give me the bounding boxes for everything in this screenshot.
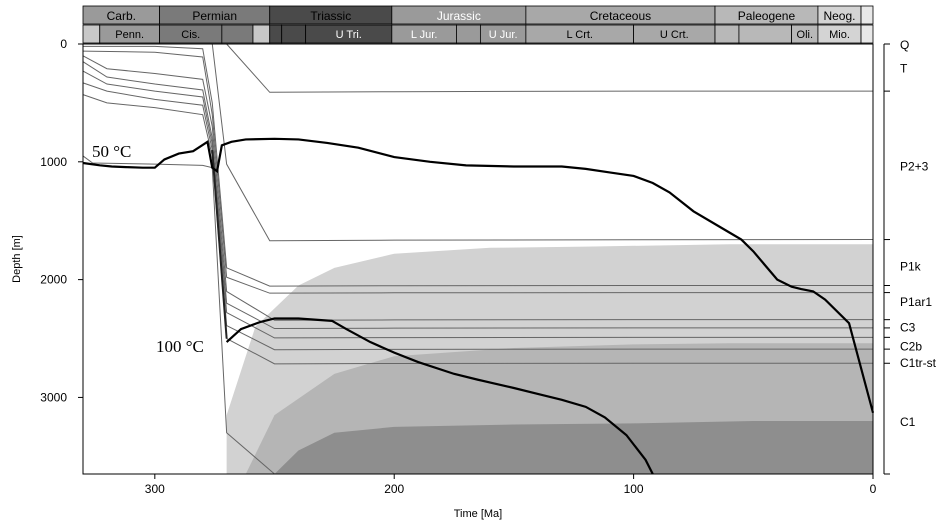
burial-curve-P1ar1-top xyxy=(82,50,873,294)
x-tick-label: 0 xyxy=(870,482,877,496)
burial-curve-C3-top xyxy=(82,55,873,321)
x-axis-label: Time [Ma] xyxy=(454,508,503,520)
epoch-label: L Jur. xyxy=(411,29,438,41)
isotherm-line xyxy=(82,137,875,414)
y-tick-label: 1000 xyxy=(40,155,67,169)
temperature-zones xyxy=(226,244,874,474)
epoch-cell xyxy=(860,24,874,44)
x-tick-label: 200 xyxy=(384,482,404,496)
period-label: Permian xyxy=(192,9,237,23)
formation-label: C3 xyxy=(900,321,916,335)
epoch-cell xyxy=(221,24,254,44)
subsidence-edge xyxy=(211,149,228,339)
stratigraphic-column: QT P2+3 P1k P1ar1 C3 C2b C1tr-st C1 xyxy=(883,38,937,475)
epoch-cell xyxy=(281,24,307,44)
y-axis-label: Depth [m] xyxy=(11,235,23,283)
isotherm-series: 50 °C 100 °C xyxy=(82,137,875,475)
period-label: Neog. xyxy=(823,9,855,23)
epoch-label: Cis. xyxy=(181,29,200,41)
zone-dark xyxy=(274,420,873,474)
formation-label: P1k xyxy=(900,259,922,273)
epoch-cell xyxy=(82,24,101,44)
period-label: Triassic xyxy=(310,9,351,23)
plot-frame xyxy=(82,43,874,475)
formation-label: P1ar1 xyxy=(900,295,932,309)
period-label: Jurassic xyxy=(437,9,481,23)
x-tick-label: 100 xyxy=(624,482,644,496)
x-tick-label: 300 xyxy=(145,482,165,496)
isotherm-label: 50 °C xyxy=(92,142,131,161)
epoch-cell xyxy=(738,24,793,44)
epoch-label: U Jur. xyxy=(489,29,518,41)
epoch-label: U Tri. xyxy=(336,29,362,41)
burial-curve-C2-mid xyxy=(82,70,873,339)
burial-curve-P1k-top xyxy=(83,45,873,287)
period-cell-recent xyxy=(860,5,874,25)
isotherm-line xyxy=(225,317,654,475)
formation-label: C1tr-st xyxy=(900,356,937,370)
isotherm-label: 100 °C xyxy=(156,337,204,356)
period-label: Paleogene xyxy=(738,9,796,23)
formation-label: C1 xyxy=(900,415,916,429)
formation-label: Q xyxy=(900,38,909,52)
plot-area: 50 °C 100 °C xyxy=(82,43,875,475)
epoch-label: Mio. xyxy=(829,29,850,41)
epoch-cell xyxy=(269,24,283,44)
epoch-label: U Crt. xyxy=(660,29,689,41)
y-tick-label: 0 xyxy=(60,37,67,51)
formation-label: T xyxy=(900,62,908,76)
y-tick-label: 3000 xyxy=(40,390,67,404)
formation-label: C2b xyxy=(900,340,922,354)
x-axis: 300 200 100 0 xyxy=(145,474,877,496)
epoch-label: Penn. xyxy=(115,29,144,41)
epoch-cell xyxy=(252,24,271,44)
burial-curve-basement xyxy=(82,155,275,475)
y-axis: 0 1000 2000 3000 xyxy=(40,37,83,404)
geologic-timescale: Carb. Permian Triassic Jurassic Cretaceous Pa… xyxy=(82,5,874,44)
epoch-label: L Crt. xyxy=(566,29,593,41)
epoch-label: Oli. xyxy=(797,29,814,41)
period-label: Cretaceous xyxy=(590,9,651,23)
burial-curve-C2b-top xyxy=(82,61,873,330)
y-tick-label: 2000 xyxy=(40,273,67,287)
period-label: Carb. xyxy=(107,9,136,23)
epoch-cell xyxy=(456,24,481,44)
formation-label: P2+3 xyxy=(900,159,929,173)
epoch-cell xyxy=(714,24,740,44)
